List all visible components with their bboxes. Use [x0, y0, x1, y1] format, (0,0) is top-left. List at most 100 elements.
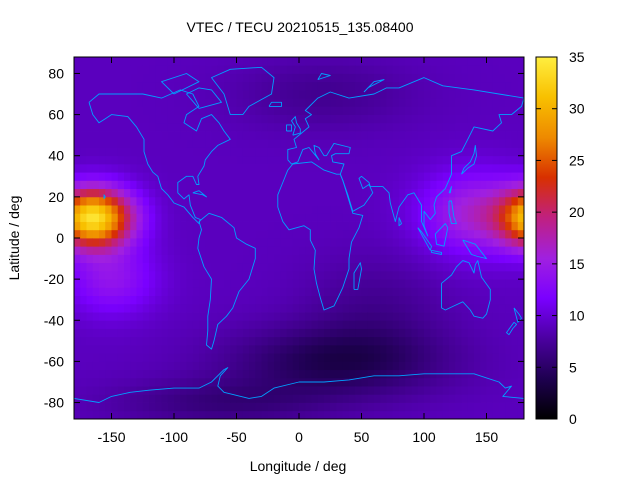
heatmap-cell — [442, 180, 450, 190]
heatmap-cell — [417, 155, 425, 165]
heatmap-cell — [305, 213, 312, 222]
heatmap-cell — [436, 81, 444, 91]
heatmap-cell — [180, 287, 187, 296]
heatmap-cell — [142, 262, 150, 272]
heatmap-cell — [474, 131, 481, 140]
heatmap-cell — [317, 328, 325, 338]
heatmap-cell — [192, 410, 200, 420]
heatmap-cell — [142, 254, 150, 264]
heatmap-cell — [474, 155, 481, 165]
heatmap-cell — [499, 98, 506, 107]
heatmap-cell — [230, 65, 237, 74]
heatmap-cell — [236, 139, 244, 148]
heatmap-cell — [255, 221, 262, 231]
heatmap-cell — [286, 81, 294, 91]
heatmap-cell — [211, 328, 219, 338]
heatmap-cell — [142, 238, 150, 247]
heatmap-cell — [292, 394, 300, 403]
heatmap-cell — [424, 57, 431, 66]
heatmap-cell — [511, 238, 519, 247]
heatmap-cell — [492, 163, 500, 173]
heatmap-cell — [486, 279, 494, 288]
heatmap-cell — [492, 65, 500, 74]
heatmap-cell — [217, 114, 225, 124]
heatmap-cell — [211, 377, 219, 387]
heatmap-cell — [80, 172, 87, 181]
heatmap-cell — [349, 122, 356, 132]
heatmap-cell — [374, 122, 381, 132]
heatmap-cell — [461, 57, 469, 66]
heatmap-cell — [330, 369, 337, 379]
heatmap-cell — [142, 81, 150, 91]
heatmap-cell — [255, 139, 262, 148]
heatmap-cell — [136, 238, 144, 247]
heatmap-cell — [405, 410, 412, 420]
heatmap-cell — [399, 196, 406, 206]
heatmap-cell — [311, 131, 319, 140]
heatmap-cell — [449, 394, 456, 403]
heatmap-cell — [136, 57, 144, 66]
heatmap-cell — [155, 89, 162, 99]
heatmap-cell — [267, 344, 275, 354]
heatmap-cell — [267, 205, 275, 214]
heatmap-cell — [361, 180, 369, 190]
heatmap-cell — [305, 139, 312, 148]
heatmap-cell — [399, 98, 406, 107]
heatmap-cell — [149, 205, 156, 214]
heatmap-cell — [317, 303, 325, 313]
heatmap-cell — [242, 213, 250, 222]
heatmap-cell — [236, 122, 244, 132]
heatmap-cell — [186, 213, 194, 222]
coastline-new-zealand-south — [506, 321, 517, 336]
heatmap-cell — [136, 287, 144, 296]
heatmap-cell — [367, 394, 375, 403]
heatmap-cell — [486, 98, 494, 107]
heatmap-cell — [305, 196, 312, 206]
heatmap-cell — [286, 172, 294, 181]
heatmap-cell — [274, 361, 281, 371]
heatmap-cell — [192, 270, 200, 280]
heatmap-cell — [205, 163, 212, 173]
heatmap-cell — [149, 344, 156, 354]
heatmap-cell — [99, 180, 106, 190]
heatmap-cell — [311, 402, 319, 412]
coastline-cuba — [192, 190, 207, 198]
heatmap-cell — [249, 344, 256, 354]
heatmap-cell — [467, 180, 475, 190]
heatmap-cell — [130, 369, 137, 379]
heatmap-cell — [167, 147, 175, 157]
heatmap-cell — [299, 361, 306, 371]
heatmap-cell — [280, 81, 287, 91]
heatmap-cell — [167, 287, 175, 296]
heatmap-cell — [386, 386, 394, 395]
heatmap-cell — [474, 73, 481, 83]
heatmap-cell — [455, 73, 462, 83]
coastline-borneo — [434, 223, 449, 247]
heatmap-cell — [167, 377, 175, 387]
x-tick-label: -50 — [226, 429, 246, 445]
heatmap-cell — [330, 114, 337, 124]
heatmap-cell — [142, 246, 150, 255]
heatmap-cell — [442, 147, 450, 157]
heatmap-cell — [224, 65, 231, 74]
heatmap-cell — [292, 369, 300, 379]
heatmap-cell — [499, 270, 506, 280]
heatmap-cell — [386, 106, 394, 115]
heatmap-cell — [211, 320, 219, 329]
heatmap-cell — [486, 81, 494, 91]
heatmap-cell — [80, 270, 87, 280]
heatmap-cell — [480, 279, 487, 288]
heatmap-cell — [155, 344, 162, 354]
heatmap-cell — [142, 147, 150, 157]
heatmap-cell — [499, 402, 506, 412]
heatmap-cell — [280, 320, 287, 329]
heatmap-cell — [274, 344, 281, 354]
heatmap-cell — [405, 238, 412, 247]
heatmap-cell — [255, 279, 262, 288]
heatmap-cell — [174, 163, 181, 173]
heatmap-cell — [274, 246, 281, 255]
heatmap-cell — [467, 73, 475, 83]
heatmap-cell — [124, 213, 131, 222]
heatmap-cell — [336, 172, 344, 181]
